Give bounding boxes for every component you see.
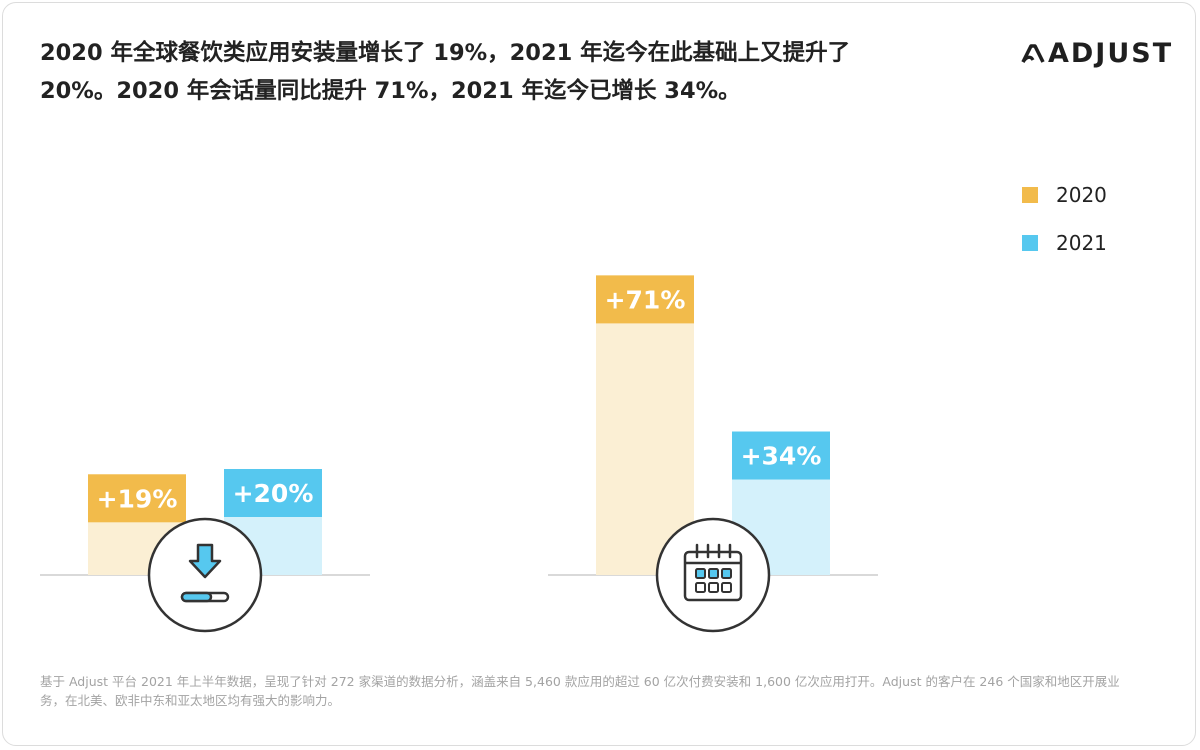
calendar-cell-0 [695,568,706,579]
footnote: 基于 Adjust 平台 2021 年上半年数据，呈现了针对 272 家渠道的数… [40,674,1120,708]
bar-cap-2020-1 [596,275,694,324]
calendar-cell-4 [708,582,719,593]
calendar-icon [683,543,743,602]
progress-fill [180,591,213,603]
adjust-logo-mark-icon [1021,44,1045,63]
bar-2020-1 [596,275,694,575]
download-arrow [188,543,222,579]
bar-cap-2020-0 [88,474,186,523]
data-label-2020-0: +19% [97,484,178,513]
legend-label-2021: 2021 [1056,231,1107,255]
adjust-logo-text: ADJUST [1048,38,1174,69]
data-label-2020-1: +71% [605,285,686,314]
data-label-2021-1: +34% [741,442,822,471]
legend-swatch-2021 [1022,235,1038,251]
calendar-cell-5 [721,582,732,593]
bar-cap-2021-0 [224,469,322,517]
legend-swatch-2020 [1022,187,1038,203]
growth-bar-chart: +19% +20% +71% +34% [40,275,878,633]
bar-cap-2021-1 [732,431,830,480]
download-icon [180,543,230,603]
data-label-2021-0: +20% [233,479,314,508]
chart-legend: 2020 2021 [1022,182,1107,278]
legend-item-2020: 2020 [1022,182,1107,208]
adjust-logo: ADJUST [1020,36,1171,72]
calendar-cell-2 [721,568,732,579]
legend-label-2020: 2020 [1056,183,1107,207]
calendar-cell-1 [708,568,719,579]
legend-item-2021: 2021 [1022,230,1107,256]
calendar-cell-3 [695,582,706,593]
headline: 2020 年全球餐饮类应用安装量增长了 19%，2021 年迄今在此基础上又提升… [40,40,851,104]
